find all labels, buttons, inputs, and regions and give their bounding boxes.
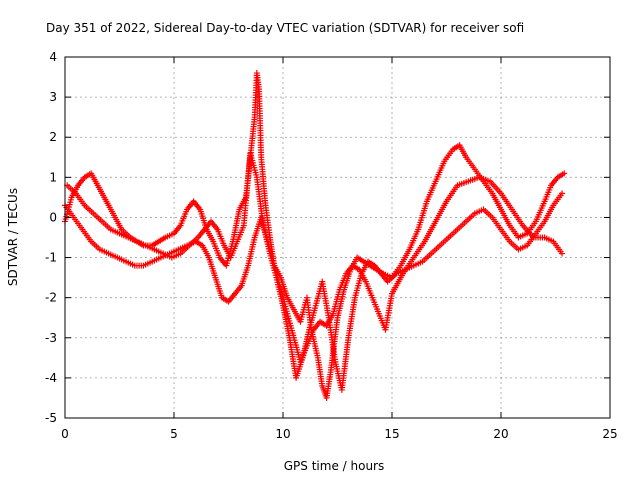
y-axis-label: SDTVAR / TECUs <box>6 188 20 286</box>
x-tick-label: 20 <box>493 427 508 441</box>
x-tick-label: 15 <box>384 427 399 441</box>
y-tick-label: 3 <box>49 90 57 104</box>
x-tick-label: 25 <box>602 427 617 441</box>
axis-ticks: 0 5 10 15 20 25 -5 -4 -3 -2 -1 0 1 2 3 4 <box>45 50 618 441</box>
y-tick-label: 2 <box>49 130 57 144</box>
y-tick-label: 0 <box>49 210 57 224</box>
y-tick-label: 1 <box>49 170 57 184</box>
data-points <box>62 70 568 401</box>
y-tick-label: -5 <box>45 411 57 425</box>
data-point-a <box>561 170 568 177</box>
x-axis-label: GPS time / hours <box>284 459 385 473</box>
chart-title: Day 351 of 2022, Sidereal Day-to-day VTE… <box>46 21 524 35</box>
data-point-b <box>559 250 566 257</box>
grid <box>65 57 610 418</box>
y-tick-label: -3 <box>45 331 57 345</box>
y-tick-label: -4 <box>45 371 57 385</box>
y-tick-label: -1 <box>45 251 57 265</box>
x-tick-label: 0 <box>61 427 69 441</box>
plot-frame <box>64 56 611 419</box>
data-point-c <box>559 190 566 197</box>
y-tick-label: -2 <box>45 291 57 305</box>
y-tick-label: 4 <box>49 50 57 64</box>
x-tick-label: 10 <box>275 427 290 441</box>
x-tick-label: 5 <box>170 427 178 441</box>
